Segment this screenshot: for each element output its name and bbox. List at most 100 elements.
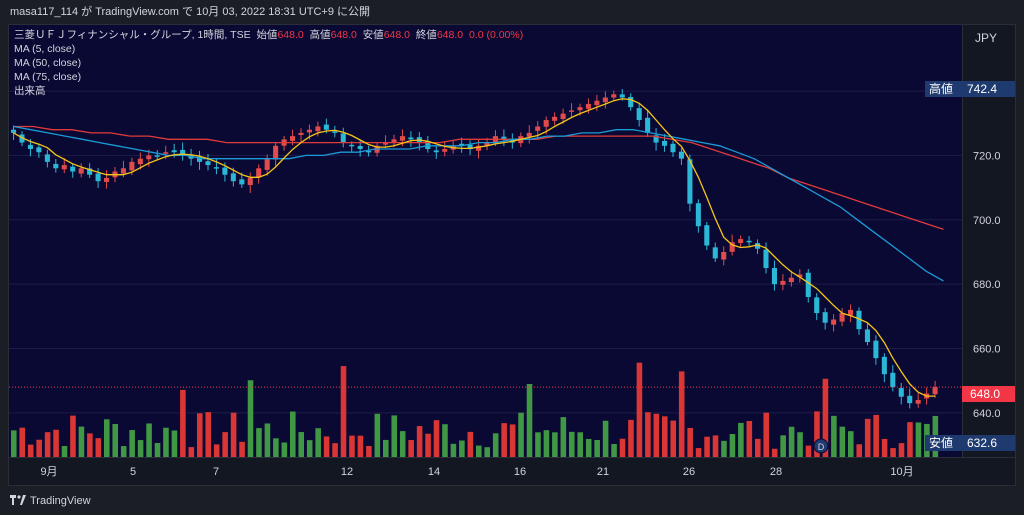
volume-bar	[763, 412, 770, 457]
volume-bar	[137, 440, 144, 457]
time-axis-labels: 9月 5 7 12 14 16 21 26 28 10月	[40, 466, 913, 478]
candle-body	[366, 150, 372, 153]
last-price-value: 648.0	[970, 387, 1001, 401]
currency-label[interactable]: JPY	[975, 31, 998, 45]
volume-bar	[120, 446, 127, 457]
price-tick-label: 720.0	[973, 150, 1001, 162]
volume-bar	[805, 445, 812, 457]
price-tick-label: 660.0	[973, 343, 1001, 355]
volume-bar	[492, 433, 499, 457]
candle-body	[611, 94, 617, 98]
volume-bar	[560, 417, 567, 457]
candle-body	[349, 144, 355, 147]
volume-bar	[594, 440, 600, 457]
candle-body	[729, 242, 735, 252]
volume-bar	[467, 431, 474, 457]
candle-body	[814, 297, 820, 314]
volume-bar	[881, 438, 888, 457]
volume-bar	[78, 426, 85, 457]
last-price-tag: 648.0	[962, 386, 1015, 402]
indicator-ma75[interactable]: MA (75, close)	[14, 71, 82, 83]
volume-bar	[306, 440, 313, 457]
indicator-ma5[interactable]: MA (5, close)	[14, 43, 76, 55]
candle-body	[163, 152, 169, 154]
candle-body	[61, 165, 67, 170]
candle-body	[222, 167, 228, 175]
volume-bar	[239, 441, 245, 457]
price-axis[interactable]: 720.0 700.0 680.0 660.0 640.0	[962, 25, 1015, 457]
candle-body	[932, 387, 938, 395]
time-tick-label: 12	[341, 466, 353, 478]
candle-body	[340, 133, 346, 143]
volume-bar	[222, 432, 228, 457]
candle-body	[788, 277, 794, 283]
volume-bar	[323, 436, 330, 457]
volume-bar	[281, 442, 288, 457]
low-value: 648.0	[383, 29, 410, 41]
volume-bar	[146, 423, 152, 457]
candle-body	[839, 313, 845, 322]
candle-body	[636, 108, 642, 121]
volume-bar	[213, 444, 220, 457]
candle-body	[247, 177, 253, 186]
volume-bar	[704, 436, 710, 457]
tradingview-brand[interactable]: TradingView	[10, 494, 91, 507]
candle-body	[120, 168, 126, 174]
volume-bar	[738, 422, 744, 457]
volume-bar	[44, 432, 51, 457]
open-value: 648.0	[277, 29, 304, 41]
candle-body	[433, 150, 439, 153]
volume-bar	[450, 443, 457, 457]
time-tick-label: 14	[428, 466, 440, 478]
candle-body	[577, 107, 583, 111]
candle-body	[484, 142, 490, 146]
low-tag-label: 安値	[929, 436, 954, 450]
volume-bar	[374, 413, 381, 457]
candle-body	[36, 147, 42, 153]
candle-body	[476, 145, 482, 151]
volume-bar	[87, 433, 93, 457]
volume-bar	[695, 448, 702, 457]
volume-bar	[797, 432, 803, 457]
high-value: 648.0	[330, 29, 357, 41]
ma5-line	[13, 98, 936, 397]
volume-bar	[154, 442, 161, 457]
volume-bar	[856, 444, 863, 457]
candle-body	[44, 154, 50, 162]
time-tick-label: 28	[770, 466, 782, 478]
time-axis[interactable]: 9月 5 7 12 14 16 21 26 28 10月	[9, 457, 1015, 485]
volume-bar	[205, 412, 212, 457]
chart-plot-area[interactable]: D	[9, 25, 962, 457]
low-price-tag: 安値 632.6	[925, 435, 1015, 451]
volume-bar	[788, 426, 795, 457]
candle-body	[256, 168, 262, 178]
candle-body	[87, 168, 93, 175]
candle-body	[771, 267, 777, 285]
candle-body	[53, 163, 59, 169]
candlestick-chart[interactable]: D	[9, 25, 962, 457]
candle-body	[864, 329, 870, 343]
volume-bar	[577, 432, 584, 457]
candle-body	[678, 151, 684, 159]
volume-bar	[907, 422, 913, 457]
volume-bar	[425, 433, 431, 457]
price-tick-label: 640.0	[973, 408, 1001, 420]
candle-body	[645, 117, 651, 133]
symbol-title[interactable]: 三菱ＵＦＪフィナンシャル・グループ, 1時間, TSE	[14, 29, 251, 41]
candle-body	[763, 249, 769, 269]
volume-bar	[273, 438, 279, 457]
volume-bar	[611, 443, 617, 457]
candle-body	[383, 142, 389, 145]
low-label: 安値	[362, 29, 384, 41]
candle-body	[687, 159, 693, 204]
close-value: 648.0	[436, 29, 464, 41]
candle-body	[467, 144, 473, 149]
volume-bar	[721, 440, 727, 457]
volume-bar	[585, 438, 592, 457]
indicator-volume[interactable]: 出来高	[14, 85, 46, 97]
candle-body	[197, 156, 203, 162]
candle-body	[543, 120, 549, 127]
dividend-marker-label: D	[818, 442, 825, 452]
indicator-ma50[interactable]: MA (50, close)	[14, 57, 82, 69]
volume-bar	[315, 428, 321, 457]
